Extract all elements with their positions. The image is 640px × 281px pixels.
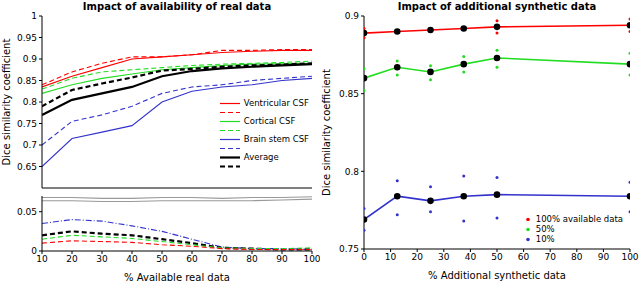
html-text:100% available data: 100% available data (535, 213, 623, 224)
svg-text:Dice similarity coefficient: Dice similarity coefficient (8, 39, 12, 166)
svg-text:10: 10 (385, 252, 397, 262)
svg-text:0.7: 0.7 (23, 140, 37, 150)
svg-text:30: 30 (438, 252, 450, 262)
svg-text:80: 80 (571, 252, 583, 262)
html-text:Impact of availability of real: Impact of availability of real data (82, 1, 272, 12)
html-text:Impact of additional synthetic: Impact of additional synthetic data (397, 1, 597, 12)
svg-text:100: 100 (303, 254, 320, 264)
svg-text:0.85: 0.85 (17, 76, 37, 86)
svg-text:20: 20 (66, 254, 78, 264)
html-text:Cortical CSF: Cortical CSF (243, 116, 296, 126)
svg-text:0.05: 0.05 (17, 207, 37, 217)
svg-text:20: 20 (411, 252, 423, 262)
svg-text:40: 40 (126, 254, 138, 264)
svg-text:70: 70 (216, 254, 228, 264)
svg-text:40: 40 (465, 252, 477, 262)
svg-text:0.95: 0.95 (17, 33, 37, 43)
svg-text:60: 60 (518, 252, 530, 262)
html-text:10%: 10% (535, 233, 555, 244)
svg-text:60: 60 (186, 254, 198, 264)
svg-text:0.75: 0.75 (17, 119, 37, 129)
svg-text:100: 100 (621, 252, 632, 262)
svg-text:80: 80 (246, 254, 258, 264)
svg-text:0.75: 0.75 (339, 244, 359, 254)
svg-text:30: 30 (96, 254, 108, 264)
svg-text:% Additional synthetic data: % Additional synthetic data (428, 270, 566, 281)
svg-text:% Available real data: % Available real data (124, 272, 230, 281)
svg-text:50: 50 (491, 252, 503, 262)
svg-text:0.8: 0.8 (23, 97, 38, 107)
svg-text:50: 50 (156, 254, 168, 264)
html-text:Ventricular CSF: Ventricular CSF (243, 98, 309, 108)
svg-text:70: 70 (544, 252, 556, 262)
svg-text:90: 90 (276, 254, 288, 264)
svg-text:0.9: 0.9 (23, 54, 38, 64)
svg-text:0.65: 0.65 (17, 162, 37, 172)
svg-text:10: 10 (36, 254, 48, 264)
svg-text:0: 0 (361, 252, 367, 262)
svg-text:1: 1 (31, 11, 37, 21)
html-text:Brain stem CSF: Brain stem CSF (243, 134, 309, 144)
html-text:50%: 50% (535, 223, 555, 234)
svg-text:0.9: 0.9 (345, 11, 360, 21)
svg-text:0.8: 0.8 (345, 167, 360, 177)
svg-text:0.85: 0.85 (339, 89, 359, 99)
svg-text:90: 90 (598, 252, 610, 262)
svg-text:0: 0 (31, 246, 37, 256)
html-text:Average: Average (243, 152, 279, 162)
svg-text:Dice similarity coefficient: Dice similarity coefficient (321, 69, 332, 196)
